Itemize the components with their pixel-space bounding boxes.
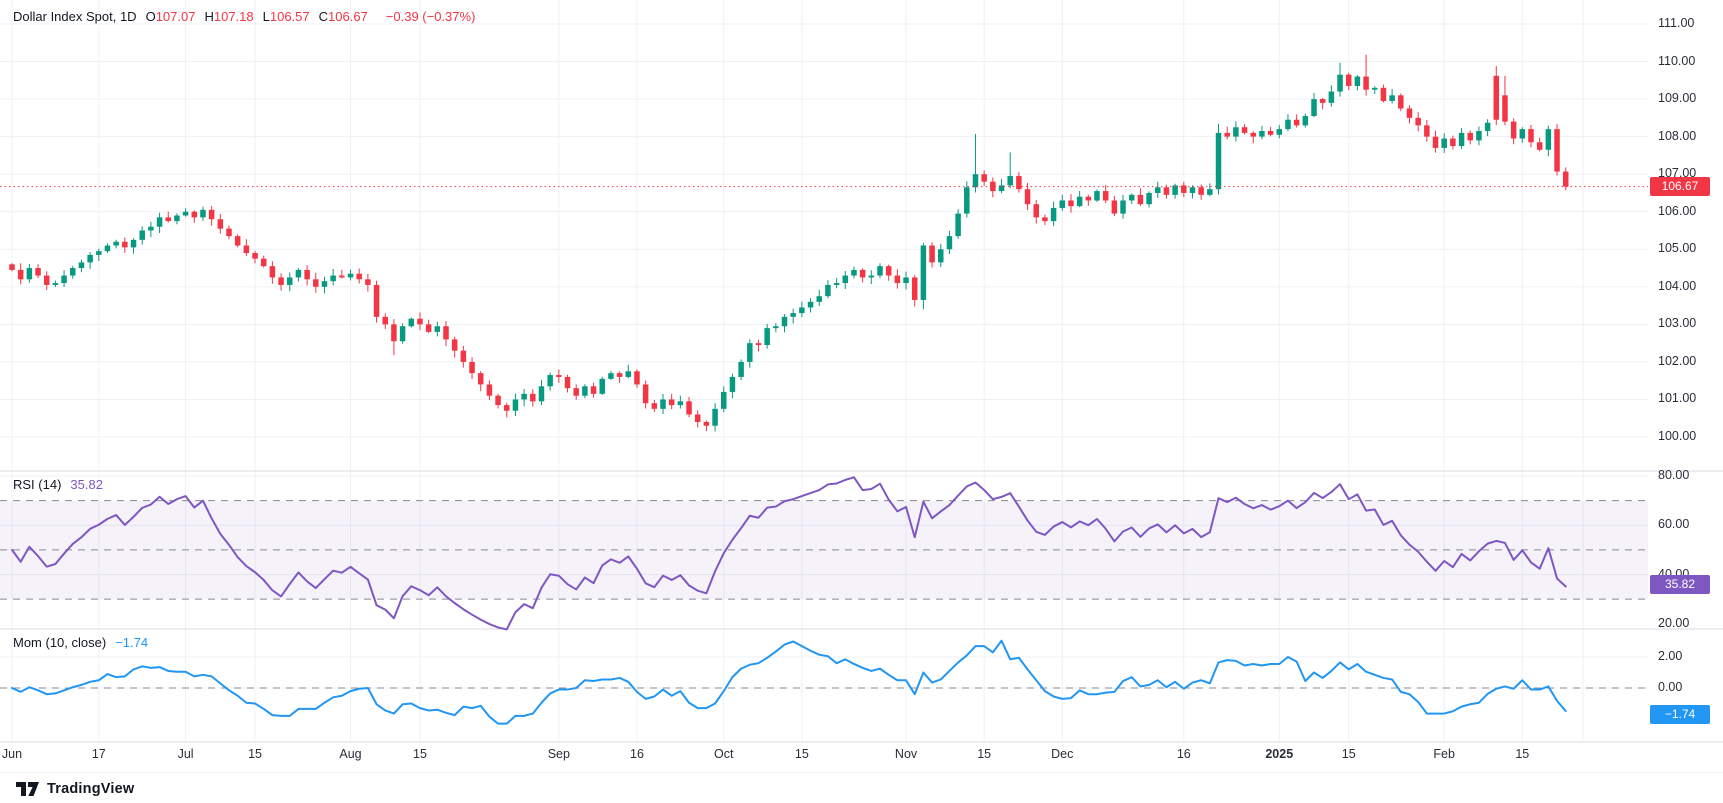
price-axis-label: 2.00 — [1658, 649, 1683, 663]
tradingview-logo[interactable]: TradingView — [16, 781, 134, 797]
time-axis-label: Aug — [339, 747, 362, 761]
time-axis-label: 15 — [1341, 747, 1356, 761]
mom-value-badge: −1.74 — [1650, 705, 1710, 725]
rsi-legend: RSI (14) 35.82 — [13, 477, 103, 492]
price-axis-label: 104.00 — [1658, 278, 1697, 293]
tradingview-logo-icon — [16, 781, 39, 796]
ohlc-item: O107.07 — [145, 9, 196, 24]
symbol-title[interactable]: Dollar Index Spot, 1D — [13, 9, 137, 24]
tradingview-logo-text: TradingView — [47, 780, 135, 797]
rsi-legend-value: 35.82 — [70, 477, 103, 492]
last-price-badge: 106.67 — [1650, 177, 1710, 197]
ohlc-item: L106.57 — [262, 9, 310, 24]
price-axis-label: 111.00 — [1658, 16, 1695, 30]
time-axis-label: 17 — [91, 747, 106, 761]
price-axis-label: 100.00 — [1658, 428, 1697, 443]
rsi-value-badge: 35.82 — [1650, 575, 1710, 595]
mom-legend-title[interactable]: Mom (10, close) — [13, 635, 107, 650]
time-axis-label: Jul — [177, 747, 194, 761]
time-axis-label: Feb — [1433, 747, 1455, 761]
time-axis-label: 15 — [794, 747, 809, 761]
price-scale[interactable] — [1648, 0, 1723, 742]
time-axis-label: 15 — [248, 747, 262, 761]
time-axis-label: 16 — [630, 747, 644, 761]
ohlc-values: O107.07 H107.18 L106.57 C106.67 — [146, 9, 377, 24]
symbol-legend: Dollar Index Spot, 1D O107.07 H107.18 L106… — [13, 9, 475, 24]
time-axis-label: 15 — [977, 747, 992, 761]
price-axis-label: 107.00 — [1658, 166, 1697, 181]
time-axis-label: 2025 — [1265, 747, 1294, 761]
price-axis-label: 103.00 — [1658, 316, 1697, 331]
price-axis-label: 80.00 — [1658, 468, 1690, 482]
rsi-legend-title[interactable]: RSI (14) — [13, 477, 62, 492]
price-axis-label: 105.00 — [1658, 241, 1697, 256]
price-axis-label: 102.00 — [1658, 353, 1697, 368]
price-axis-label: 110.00 — [1658, 53, 1696, 68]
price-axis-label: 106.00 — [1658, 203, 1697, 218]
price-axis-label: 20.00 — [1658, 615, 1690, 630]
time-axis-label: Nov — [894, 747, 918, 761]
price-axis-label: 101.00 — [1658, 391, 1697, 406]
price-axis-label: 108.00 — [1658, 128, 1697, 143]
price-axis-label: 109.00 — [1658, 91, 1697, 106]
ohlc-item: H107.18 — [204, 9, 254, 24]
mom-legend-value: −1.74 — [115, 635, 149, 650]
price-axis-label: 0.00 — [1658, 680, 1683, 694]
change-value: −0.39 (−0.37%) — [385, 9, 476, 24]
bottom-bar: TradingView — [0, 772, 1723, 803]
ohlc-item: C106.67 — [318, 9, 368, 24]
time-axis-label: Sep — [547, 747, 570, 761]
time-axis-label: 15 — [1515, 747, 1530, 761]
time-axis-label: 15 — [413, 747, 427, 761]
price-axis-label: 60.00 — [1658, 517, 1690, 532]
mom-legend: Mom (10, close) −1.74 — [13, 635, 148, 650]
time-axis-label: Dec — [1051, 747, 1074, 761]
time-axis-label: 16 — [1176, 747, 1191, 761]
time-axis-label: Oct — [714, 747, 734, 761]
time-axis-label: Jun — [1, 747, 23, 761]
